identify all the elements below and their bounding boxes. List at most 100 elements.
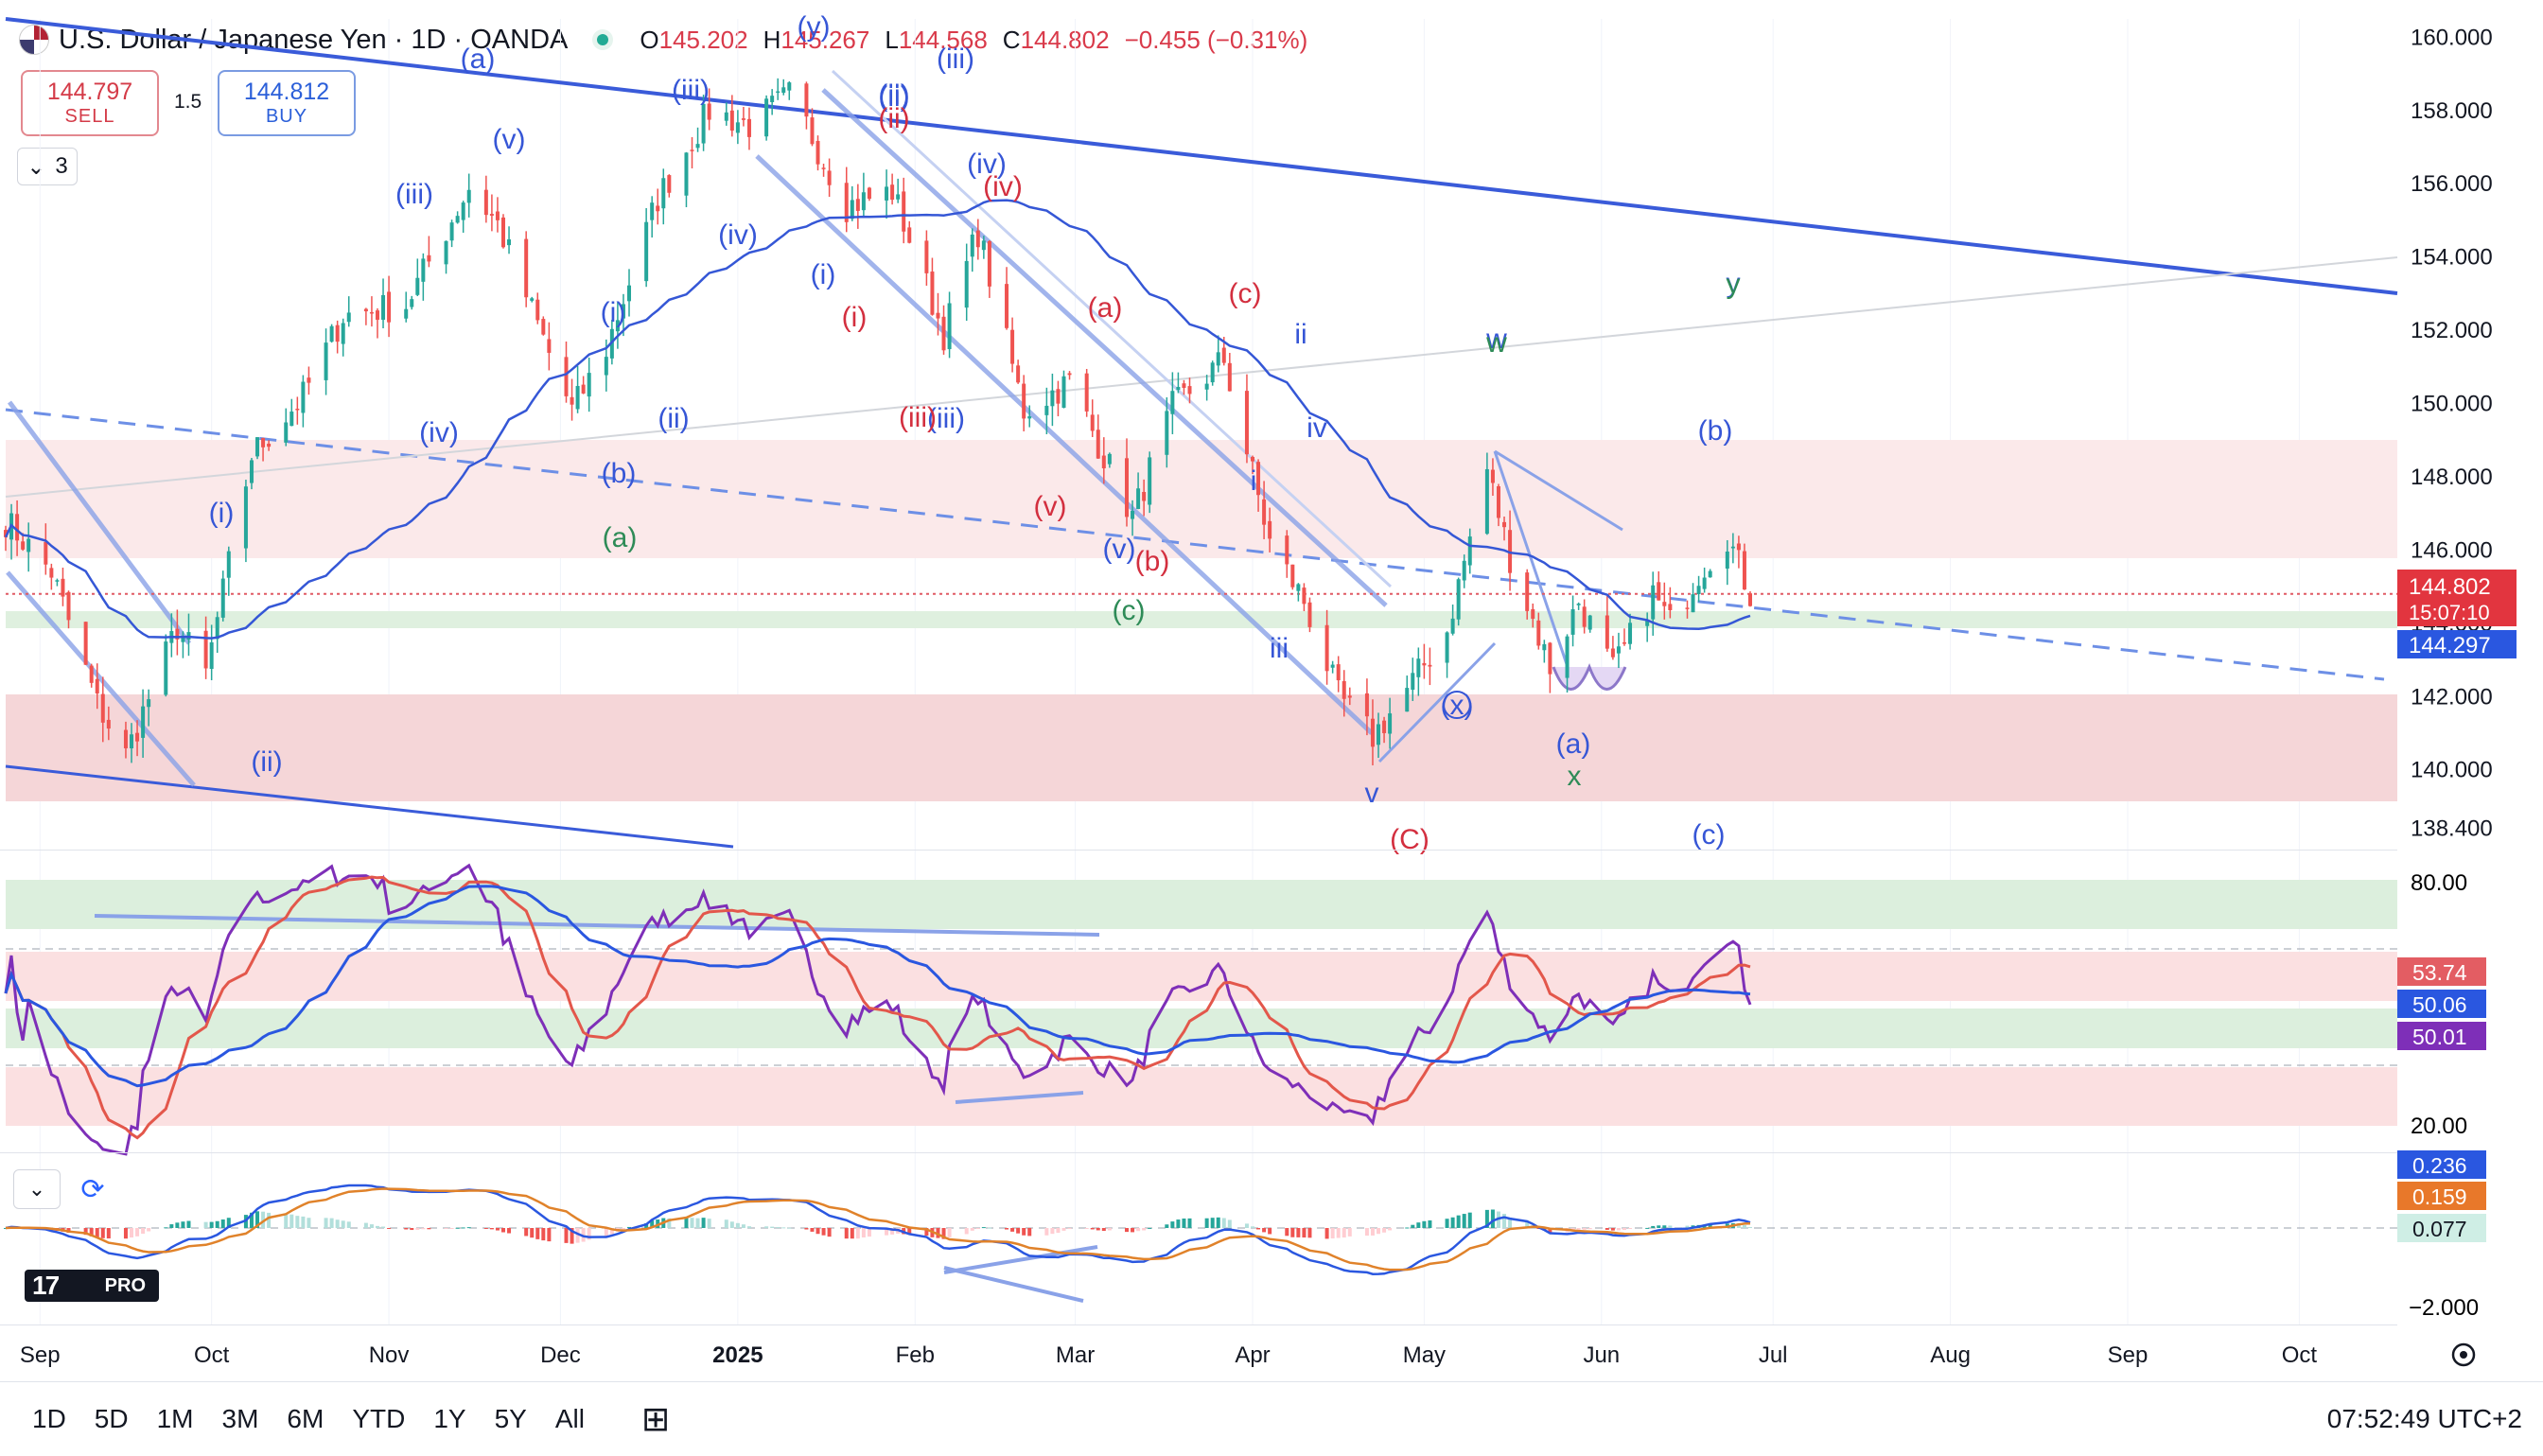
histogram-bar bbox=[530, 1228, 535, 1238]
indicators-toggle-button[interactable]: ⌄ 3 bbox=[17, 148, 78, 185]
chevron-down-icon[interactable]: ⌄ bbox=[13, 1169, 61, 1209]
candle bbox=[1101, 455, 1106, 469]
wave-labels: (y)(a)(v)(iii)(iii)(ii)(iv)(i)(iv)(i)(b)… bbox=[209, 11, 1741, 855]
range-6m[interactable]: 6M bbox=[287, 1404, 324, 1433]
range-1y[interactable]: 1Y bbox=[433, 1404, 466, 1433]
histogram-bar bbox=[890, 1228, 895, 1235]
candle bbox=[1536, 620, 1541, 646]
clock-display[interactable]: 07:52:49 UTC+2 bbox=[2326, 1404, 2522, 1433]
candle bbox=[66, 591, 71, 621]
candle bbox=[1484, 468, 1489, 535]
range-5y[interactable]: 5Y bbox=[494, 1404, 527, 1433]
price-axis[interactable]: 160.000 158.000 156.000 154.000 152.000 150.0… bbox=[2411, 25, 2493, 841]
histogram-bar bbox=[621, 1228, 625, 1230]
histogram-bar bbox=[855, 1228, 860, 1239]
histogram-bar bbox=[729, 1221, 734, 1228]
sell-button[interactable]: 144.797 SELL bbox=[21, 70, 159, 136]
range-ytd[interactable]: YTD bbox=[352, 1404, 406, 1433]
calendar-icon[interactable]: ⊞ bbox=[640, 1399, 671, 1438]
rsi-line bbox=[4, 863, 1752, 1156]
wave-label: (iii) bbox=[395, 179, 433, 210]
candle bbox=[570, 396, 574, 405]
wave-label: y bbox=[1727, 269, 1741, 300]
axis-settings-button[interactable] bbox=[2451, 1342, 2476, 1367]
histogram-bar bbox=[461, 1227, 465, 1229]
wave-label: (iii) bbox=[937, 44, 974, 75]
candle bbox=[941, 316, 946, 351]
histogram-bar bbox=[335, 1219, 340, 1228]
histogram-bar bbox=[1628, 1228, 1633, 1229]
pane-separator[interactable] bbox=[0, 1152, 2397, 1153]
wave-circle bbox=[1443, 691, 1471, 719]
histogram-bar bbox=[1285, 1228, 1289, 1237]
candle bbox=[1142, 491, 1147, 501]
wave-label: (a) bbox=[1556, 728, 1591, 760]
histogram-bar bbox=[1462, 1214, 1466, 1228]
time-axis[interactable]: Sep Oct Nov Dec 2025 Feb Mar Apr May Jun Jul Aug Sep… bbox=[20, 19, 2317, 1368]
range-all[interactable]: All bbox=[554, 1404, 585, 1433]
pane-separator[interactable] bbox=[0, 850, 2397, 851]
range-1m[interactable]: 1M bbox=[156, 1404, 194, 1433]
candle bbox=[1657, 582, 1661, 601]
candle bbox=[535, 299, 540, 321]
histogram-bar bbox=[1576, 1228, 1581, 1230]
moving-average-line bbox=[4, 199, 1751, 640]
rsi-blue-tag-text: 50.06 bbox=[2412, 992, 2467, 1017]
rsi-axis-20: 20.00 bbox=[2411, 1114, 2467, 1139]
candle bbox=[26, 538, 31, 553]
histogram-bar bbox=[570, 1228, 574, 1244]
histogram-bar bbox=[495, 1228, 500, 1231]
candle bbox=[1502, 521, 1507, 528]
time-tick: Jul bbox=[1759, 1342, 1788, 1368]
candle bbox=[249, 460, 254, 483]
wave-label: y bbox=[1727, 268, 1741, 299]
histogram-bar bbox=[1405, 1227, 1410, 1229]
candle bbox=[1131, 511, 1135, 519]
time-tick: Sep bbox=[20, 1342, 61, 1368]
tradingview-logo[interactable]: 17 PRO bbox=[25, 1270, 159, 1302]
chart-canvas[interactable]: Sep Oct Nov Dec 2025 Feb Mar Apr May Jun Jul Aug Sep… bbox=[0, 0, 2543, 1381]
candle bbox=[1285, 535, 1289, 565]
candle bbox=[489, 214, 494, 216]
histogram-bar bbox=[307, 1218, 311, 1228]
ohlc-values: O145.202 H145.267 L144.568 C144.802 −0.4… bbox=[640, 26, 1307, 55]
wave-label: (ii) bbox=[251, 746, 282, 778]
signal-line bbox=[5, 1187, 1751, 1272]
range-5d[interactable]: 5D bbox=[94, 1404, 129, 1433]
candle bbox=[1342, 680, 1346, 699]
pro-badge: PRO bbox=[104, 1274, 146, 1296]
histogram-bar bbox=[346, 1221, 351, 1228]
market-status-icon[interactable] bbox=[592, 29, 614, 50]
candle bbox=[203, 630, 208, 669]
candle bbox=[147, 699, 151, 708]
candle bbox=[1388, 713, 1393, 734]
histogram-bar bbox=[1742, 1225, 1746, 1228]
candle bbox=[449, 222, 454, 241]
histogram-bar bbox=[524, 1228, 529, 1237]
histogram-bar bbox=[1005, 1228, 1009, 1230]
histogram-bar bbox=[147, 1228, 151, 1232]
candle bbox=[735, 122, 740, 133]
histogram-bar bbox=[667, 1218, 672, 1228]
histogram-bar bbox=[1428, 1219, 1432, 1228]
wave-label: (b) bbox=[1135, 546, 1170, 577]
candle bbox=[295, 409, 300, 411]
refresh-icon[interactable]: ⟳ bbox=[80, 1173, 105, 1205]
candle bbox=[781, 87, 786, 94]
range-1d[interactable]: 1D bbox=[32, 1404, 66, 1433]
symbol-title[interactable]: U.S. Dollar / Japanese Yen · 1D · OANDA bbox=[59, 24, 569, 55]
histogram-bar bbox=[1662, 1225, 1667, 1228]
gear-icon[interactable] bbox=[2451, 1342, 2476, 1367]
histogram-bar bbox=[1411, 1224, 1415, 1228]
grey-trendline bbox=[5, 256, 2398, 498]
histogram-bar bbox=[1256, 1228, 1261, 1230]
candle bbox=[936, 312, 940, 319]
candle bbox=[695, 144, 700, 149]
candle bbox=[1382, 720, 1387, 733]
candle bbox=[346, 312, 351, 323]
histogram-bar bbox=[1342, 1228, 1346, 1238]
histogram-bar bbox=[1582, 1228, 1587, 1230]
range-3m[interactable]: 3M bbox=[221, 1404, 259, 1433]
buy-button[interactable]: 144.812 BUY bbox=[218, 70, 356, 136]
candle bbox=[644, 221, 649, 282]
